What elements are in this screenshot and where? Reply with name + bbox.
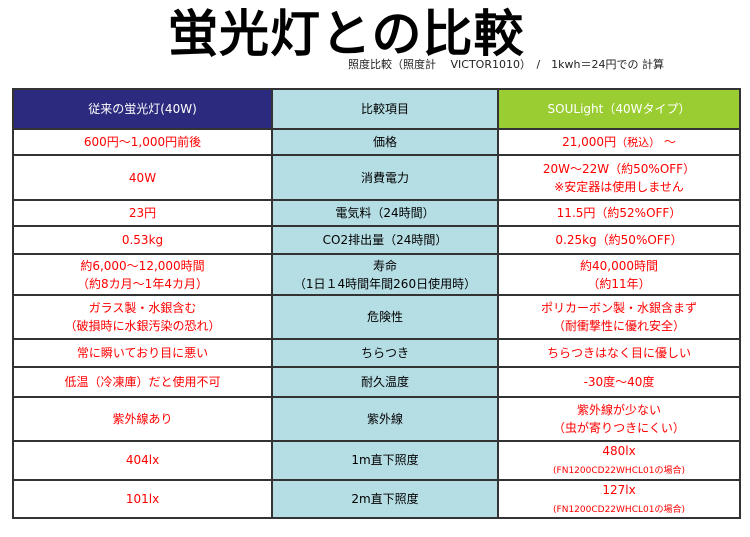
cell-soulight-tail: 〜 [663, 134, 676, 149]
cell-soulight: ちらつきはなく目に優しい [497, 338, 741, 368]
cell-comparison-item-text: （1日１4時間年間260日使用時） [293, 276, 477, 291]
cell-conventional-text: ガラス製・水銀含む [88, 301, 197, 315]
cell-conventional: 600円〜1,000円前後 [12, 128, 273, 156]
cell-soulight: 0.25kg（約50%OFF） [497, 225, 741, 255]
cell-soulight: 約40,000時間 （約11年） [497, 253, 741, 296]
cell-soulight-text: 紫外線が少ない [576, 403, 661, 417]
cell-soulight: -30度〜40度 [497, 366, 741, 398]
table-row: 0.53kg CO2排出量（24時間） 0.25kg（約50%OFF） [12, 225, 741, 255]
cell-soulight-note: (FN1200CD22WHCL01の場合) [553, 466, 685, 476]
table-row: 600円〜1,000円前後 価格 21,000円（税込） 〜 [12, 128, 741, 156]
cell-comparison-item-text: 電気料（24時間） [335, 206, 435, 220]
cell-soulight: 480lx (FN1200CD22WHCL01の場合) [497, 440, 741, 481]
cell-comparison-item-text: 1m直下照度 [351, 453, 419, 468]
cell-conventional-text: 600円〜1,000円前後 [83, 135, 202, 149]
cell-soulight: 11.5円（約52%OFF） [497, 199, 741, 227]
cell-soulight-text: （虫が寄りつきにくい） [553, 421, 685, 435]
table-header-row: 従来の蛍光灯(40W) 比較項目 SOULight（40Wタイプ） [12, 88, 741, 130]
cell-soulight-text: 480lx [602, 444, 636, 458]
cell-conventional-text: 40W [128, 170, 157, 185]
table-row: 低温（冷凍庫）だと使用不可 耐久温度 -30度〜40度 [12, 366, 741, 398]
cell-soulight-text: （耐衝撃性に優れ安全） [552, 319, 685, 333]
cell-soulight: 21,000円（税込） 〜 [497, 128, 741, 156]
cell-comparison-item: 電気料（24時間） [271, 199, 499, 227]
header-comparison-item: 比較項目 [271, 88, 499, 130]
table-row: 23円 電気料（24時間） 11.5円（約52%OFF） [12, 199, 741, 227]
cell-conventional: 低温（冷凍庫）だと使用不可 [12, 366, 273, 398]
cell-comparison-item: 危険性 [271, 294, 499, 340]
cell-comparison-item-text: 消費電力 [360, 170, 409, 185]
cell-comparison-item: 2m直下照度 [271, 478, 499, 519]
page-subtitle: 照度比較（照度計 VICTOR1010） / 1kwh＝24円での 計算 [348, 58, 664, 71]
cell-soulight-text: 20W〜22W（約50%OFF） [542, 161, 696, 176]
cell-comparison-item: 価格 [271, 128, 499, 156]
cell-conventional-text: 23円 [128, 206, 157, 220]
table-row: 404lx 1m直下照度 480lx (FN1200CD22WHCL01の場合) [12, 440, 741, 481]
cell-soulight-text: （約11年） [587, 276, 651, 291]
cell-comparison-item: 1m直下照度 [271, 440, 499, 481]
cell-comparison-item: 寿命 （1日１4時間年間260日使用時） [271, 253, 499, 296]
cell-soulight: 127lx (FN1200CD22WHCL01の場合) [497, 478, 741, 519]
cell-soulight-text: 21,000円 [562, 134, 617, 149]
cell-soulight-text: 0.25kg（約50%OFF） [555, 233, 683, 247]
cell-conventional-text: 101lx [125, 491, 160, 506]
cell-comparison-item-text: 紫外線 [366, 412, 403, 426]
cell-soulight-text: 約40,000時間 [580, 258, 658, 273]
cell-comparison-item: 耐久温度 [271, 366, 499, 398]
comparison-table: 従来の蛍光灯(40W) 比較項目 SOULight（40Wタイプ） 600円〜1… [12, 88, 741, 519]
cell-soulight: 20W〜22W（約50%OFF） ※安定器は使用しません [497, 154, 741, 201]
table-row: 101lx 2m直下照度 127lx (FN1200CD22WHCL01の場合) [12, 478, 741, 519]
table-row: 約6,000〜12,000時間 （約8カ月〜1年4カ月） 寿命 （1日１4時間年間26… [12, 253, 741, 296]
cell-conventional-text: 常に瞬いており目に悪い [76, 346, 209, 360]
cell-conventional-text: 404lx [125, 453, 160, 468]
cell-comparison-item-text: 価格 [372, 135, 397, 149]
cell-comparison-item-text: 2m直下照度 [351, 491, 419, 506]
cell-conventional: 約6,000〜12,000時間 （約8カ月〜1年4カ月） [12, 253, 273, 296]
header-conventional-fluorescent: 従来の蛍光灯(40W) [12, 88, 273, 130]
cell-comparison-item: CO2排出量（24時間） [271, 225, 499, 255]
cell-comparison-item: 消費電力 [271, 154, 499, 201]
cell-conventional: 常に瞬いており目に悪い [12, 338, 273, 368]
cell-soulight-text: 11.5円（約52%OFF） [556, 206, 682, 220]
cell-comparison-item-text: 耐久温度 [360, 375, 409, 389]
table-row: 常に瞬いており目に悪い ちらつき ちらつきはなく目に優しい [12, 338, 741, 368]
cell-conventional: 101lx [12, 478, 273, 519]
cell-conventional-text: 約6,000〜12,000時間 [80, 258, 205, 273]
cell-soulight-text: 127lx [602, 482, 636, 497]
cell-soulight-note: （税込） [616, 135, 661, 149]
cell-conventional: 40W [12, 154, 273, 201]
cell-comparison-item-text: ちらつき [360, 346, 409, 360]
table-row: 紫外線あり 紫外線 紫外線が少ない （虫が寄りつきにくい） [12, 396, 741, 442]
cell-conventional-text: 0.53kg [121, 233, 164, 247]
table-row: ガラス製・水銀含む （破損時に水銀汚染の恐れ） 危険性 ポリカーボン製・水銀含まず （耐… [12, 294, 741, 340]
cell-comparison-item: 紫外線 [271, 396, 499, 442]
cell-conventional: ガラス製・水銀含む （破損時に水銀汚染の恐れ） [12, 294, 273, 340]
cell-soulight-note: (FN1200CD22WHCL01の場合) [553, 504, 685, 515]
cell-conventional-text: 低温（冷凍庫）だと使用不可 [64, 375, 221, 389]
cell-conventional: 紫外線あり [12, 396, 273, 442]
cell-comparison-item: ちらつき [271, 338, 499, 368]
cell-comparison-item-text: CO2排出量（24時間） [322, 233, 448, 247]
cell-conventional-text: 紫外線あり [112, 412, 173, 426]
header-soulight: SOULight（40Wタイプ） [497, 88, 741, 130]
table-body: 600円〜1,000円前後 価格 21,000円（税込） 〜 40W 消費電力 20W〜2… [12, 128, 741, 519]
cell-conventional: 0.53kg [12, 225, 273, 255]
cell-conventional-text: （破損時に水銀汚染の恐れ） [64, 319, 221, 333]
cell-soulight-text: ポリカーボン製・水銀含まず [540, 301, 697, 315]
cell-soulight-text: ちらつきはなく目に優しい [546, 346, 691, 360]
cell-soulight: 紫外線が少ない （虫が寄りつきにくい） [497, 396, 741, 442]
cell-conventional: 404lx [12, 440, 273, 481]
table-row: 40W 消費電力 20W〜22W（約50%OFF） ※安定器は使用しません [12, 154, 741, 201]
cell-soulight: ポリカーボン製・水銀含まず （耐衝撃性に優れ安全） [497, 294, 741, 340]
cell-comparison-item-text: 寿命 [372, 258, 397, 273]
page-title: 蛍光灯との比較 [168, 5, 525, 63]
cell-soulight-text: ※安定器は使用しません [554, 179, 684, 194]
cell-soulight-text: -30度〜40度 [583, 375, 655, 389]
cell-conventional: 23円 [12, 199, 273, 227]
cell-comparison-item-text: 危険性 [366, 310, 403, 324]
cell-conventional-text: （約8カ月〜1年4カ月） [77, 276, 208, 291]
